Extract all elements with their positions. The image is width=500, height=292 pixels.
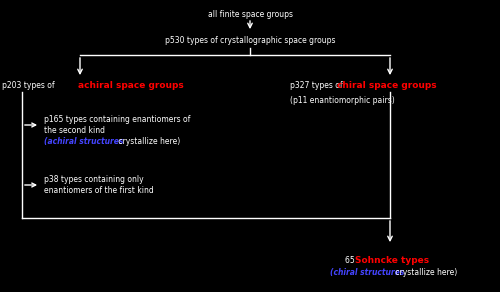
Text: all finite space groups: all finite space groups: [208, 10, 292, 19]
Text: (chiral structures: (chiral structures: [330, 268, 404, 277]
Text: achiral space groups: achiral space groups: [78, 81, 184, 90]
Text: crystallize here): crystallize here): [393, 268, 457, 277]
Text: p530 types of crystallographic space groups: p530 types of crystallographic space gro…: [165, 36, 335, 45]
Text: (p11 enantiomorphic pairs): (p11 enantiomorphic pairs): [290, 96, 395, 105]
Text: p203 types of: p203 types of: [2, 81, 57, 90]
Text: p38 types containing only: p38 types containing only: [44, 175, 144, 184]
Text: p327 types of: p327 types of: [290, 81, 345, 90]
Text: 65: 65: [345, 256, 357, 265]
Text: (achiral structures: (achiral structures: [44, 137, 124, 146]
Text: p165 types containing enantiomers of: p165 types containing enantiomers of: [44, 115, 191, 124]
Text: the second kind: the second kind: [44, 126, 105, 135]
Text: Sohncke types: Sohncke types: [355, 256, 429, 265]
Text: crystallize here): crystallize here): [116, 137, 180, 146]
Text: enantiomers of the first kind: enantiomers of the first kind: [44, 186, 154, 195]
Text: chiral space groups: chiral space groups: [337, 81, 436, 90]
